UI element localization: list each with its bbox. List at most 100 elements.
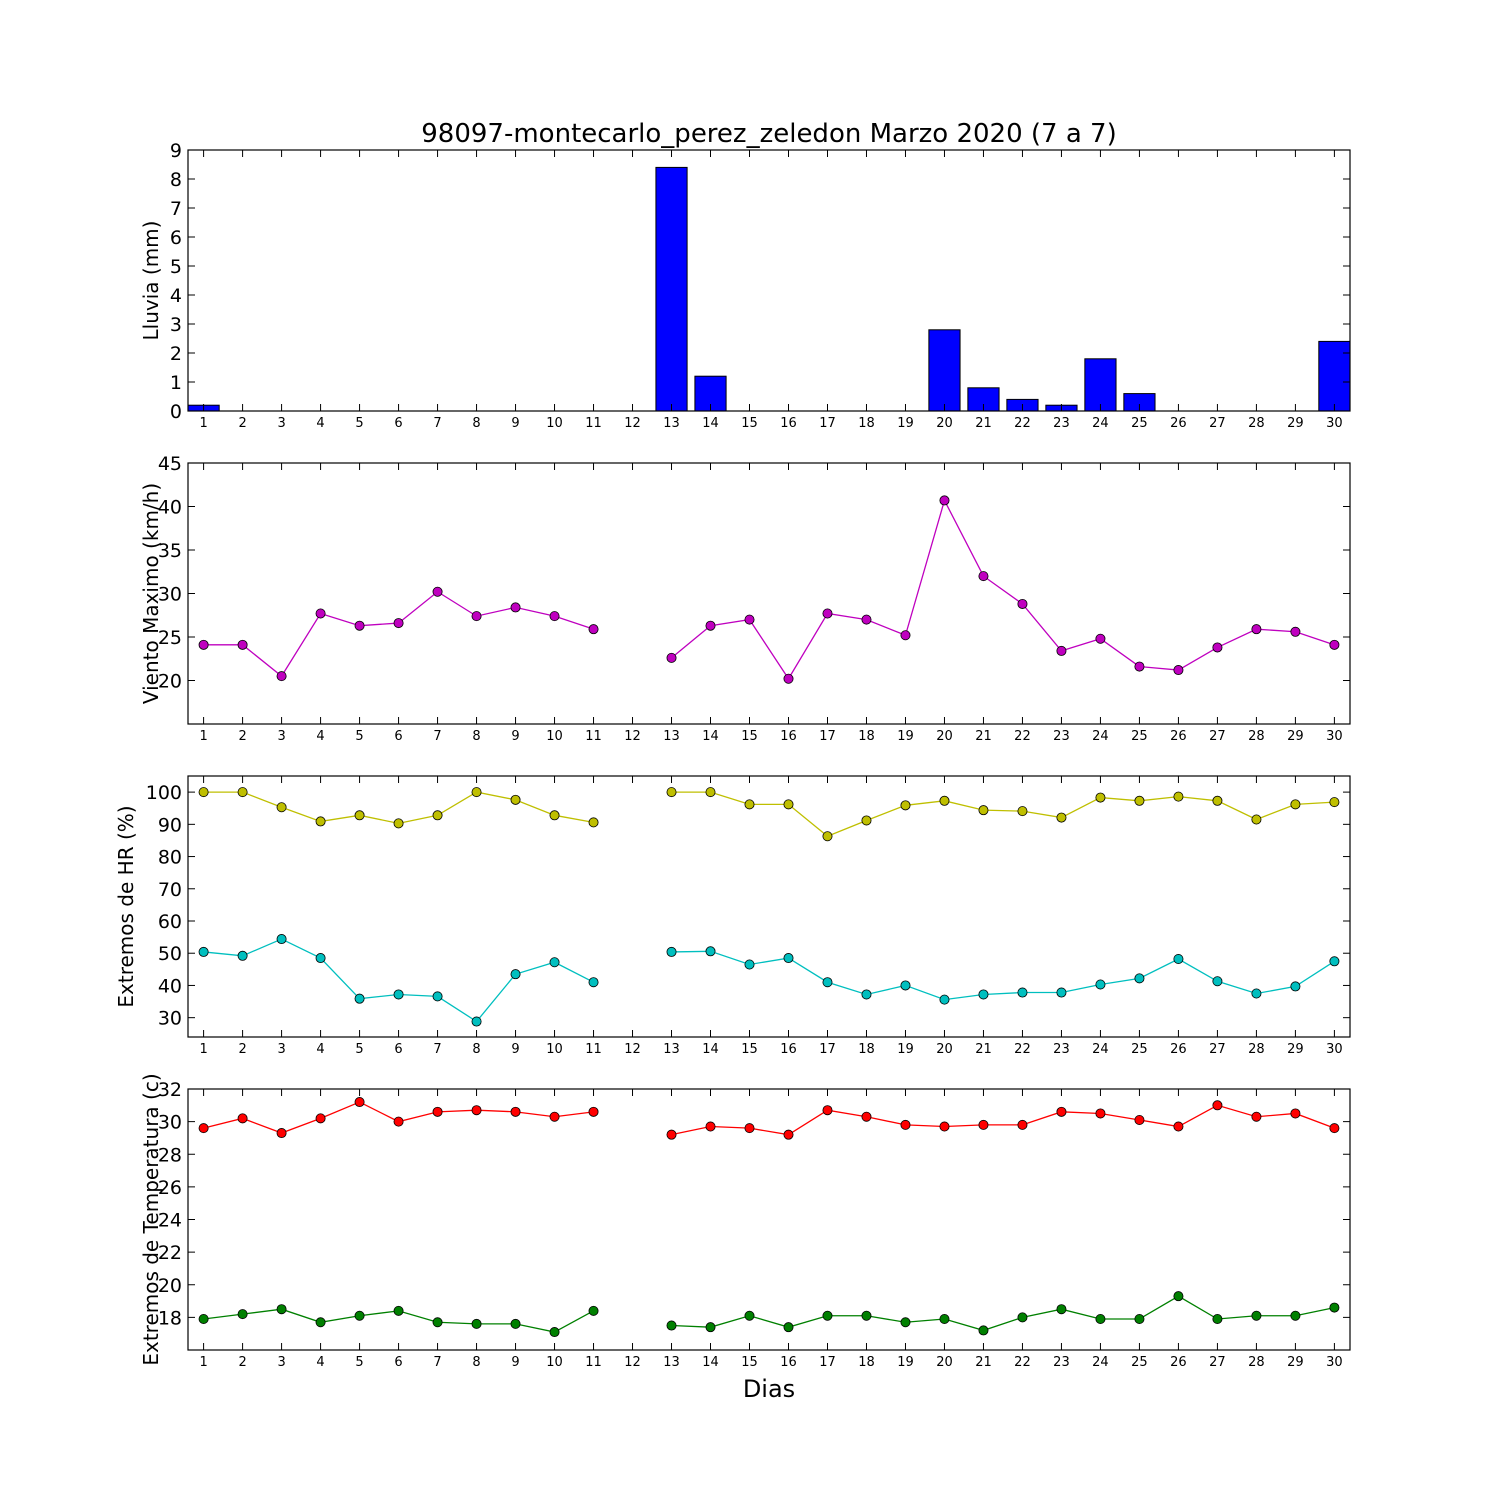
x-tick-label: 26 xyxy=(1170,416,1187,431)
y-tick-label: 30 xyxy=(158,1008,182,1030)
x-tick-label: 28 xyxy=(1248,1355,1265,1370)
point-s1-day-22 xyxy=(1017,1119,1028,1130)
point-s2-day-13 xyxy=(666,946,677,957)
point-s1-day-24 xyxy=(1095,1108,1106,1119)
point-s1-day-6 xyxy=(393,818,404,829)
point-s2-day-8 xyxy=(471,1016,482,1027)
x-tick-label: 10 xyxy=(546,1355,563,1370)
point-s2-day-26 xyxy=(1173,1291,1184,1302)
point-s2-day-17 xyxy=(822,1310,833,1321)
x-tick-label: 4 xyxy=(316,1355,324,1370)
x-tick-label: 21 xyxy=(975,729,992,744)
point-s1-day-14 xyxy=(705,620,716,631)
point-s1-day-23 xyxy=(1056,812,1067,823)
x-tick-label: 27 xyxy=(1209,1355,1226,1370)
point-s2-day-23 xyxy=(1056,1304,1067,1315)
point-s2-day-11 xyxy=(588,1305,599,1316)
point-s2-day-18 xyxy=(861,1310,872,1321)
x-tick-label: 11 xyxy=(585,416,602,431)
point-s1-day-13 xyxy=(666,1129,677,1140)
x-tick-label: 20 xyxy=(936,1042,953,1057)
x-tick-label: 22 xyxy=(1014,729,1031,744)
axes-frame xyxy=(187,775,1351,1038)
y-tick-label: 28 xyxy=(158,1144,182,1166)
x-tick-label: 23 xyxy=(1053,1042,1070,1057)
point-s1-day-10 xyxy=(549,810,560,821)
x-tick-label: 2 xyxy=(238,1042,246,1057)
x-tick-label: 24 xyxy=(1092,729,1109,744)
point-s2-day-3 xyxy=(276,1304,287,1315)
x-tick-label: 1 xyxy=(199,1355,207,1370)
point-s2-day-25 xyxy=(1134,1314,1145,1325)
point-s2-day-27 xyxy=(1212,1314,1223,1325)
x-tick-label: 10 xyxy=(546,416,563,431)
y-tick-label: 25 xyxy=(158,627,182,649)
x-tick-label: 28 xyxy=(1248,729,1265,744)
point-s1-day-15 xyxy=(744,614,755,625)
point-s2-day-9 xyxy=(510,969,521,980)
point-s1-day-18 xyxy=(861,815,872,826)
point-s1-day-10 xyxy=(549,611,560,622)
y-tick-label: 7 xyxy=(170,198,182,220)
point-s2-day-19 xyxy=(900,980,911,991)
x-tick-label: 18 xyxy=(858,1042,875,1057)
x-tick-label: 14 xyxy=(702,1042,719,1057)
point-s2-day-6 xyxy=(393,989,404,1000)
x-tick-label: 4 xyxy=(316,1042,324,1057)
x-tick-label: 16 xyxy=(780,729,797,744)
point-s1-day-14 xyxy=(705,1121,716,1132)
x-tick-label: 17 xyxy=(819,1042,836,1057)
point-s1-day-24 xyxy=(1095,633,1106,644)
x-tick-label: 24 xyxy=(1092,416,1109,431)
y-tick-label: 5 xyxy=(170,256,182,278)
point-s1-day-24 xyxy=(1095,792,1106,803)
y-tick-label: 100 xyxy=(146,782,182,804)
y-tick-label: 40 xyxy=(158,497,182,519)
point-s2-day-3 xyxy=(276,934,287,945)
x-tick-label: 29 xyxy=(1287,1042,1304,1057)
point-s2-day-1 xyxy=(198,946,209,957)
point-s1-day-19 xyxy=(900,800,911,811)
x-tick-label: 30 xyxy=(1326,416,1343,431)
point-s1-day-4 xyxy=(315,816,326,827)
y-tick-label: 32 xyxy=(158,1079,182,1101)
point-s1-day-10 xyxy=(549,1111,560,1122)
y-tick-label: 20 xyxy=(158,1275,182,1297)
point-s1-day-27 xyxy=(1212,795,1223,806)
x-tick-label: 15 xyxy=(741,1355,758,1370)
x-tick-label: 5 xyxy=(355,416,363,431)
point-s2-day-23 xyxy=(1056,987,1067,998)
point-s1-day-17 xyxy=(822,831,833,842)
point-s2-day-22 xyxy=(1017,1312,1028,1323)
point-s2-day-14 xyxy=(705,946,716,957)
point-s1-day-5 xyxy=(354,620,365,631)
point-s1-day-7 xyxy=(432,810,443,821)
point-s2-day-22 xyxy=(1017,987,1028,998)
point-s1-day-21 xyxy=(978,805,989,816)
point-s1-day-11 xyxy=(588,624,599,635)
point-s1-day-28 xyxy=(1251,814,1262,825)
x-tick-label: 2 xyxy=(238,1355,246,1370)
x-tick-label: 27 xyxy=(1209,729,1226,744)
point-s2-day-14 xyxy=(705,1322,716,1333)
x-tick-label: 8 xyxy=(472,1042,480,1057)
y-tick-label: 30 xyxy=(158,1112,182,1134)
point-s1-day-26 xyxy=(1173,665,1184,676)
x-tick-label: 7 xyxy=(433,416,441,431)
y-tick-label: 35 xyxy=(158,540,182,562)
y-tick-label: 40 xyxy=(158,975,182,997)
x-tick-label: 21 xyxy=(975,1042,992,1057)
point-s2-day-10 xyxy=(549,1327,560,1338)
point-s2-day-20 xyxy=(939,994,950,1005)
point-s1-day-29 xyxy=(1290,626,1301,637)
point-s1-day-5 xyxy=(354,1097,365,1108)
x-tick-label: 10 xyxy=(546,729,563,744)
point-s1-day-27 xyxy=(1212,1100,1223,1111)
point-s1-day-13 xyxy=(666,652,677,663)
point-s1-day-4 xyxy=(315,1113,326,1124)
bar-day-30 xyxy=(1318,340,1351,412)
x-tick-label: 11 xyxy=(585,1042,602,1057)
point-s1-day-22 xyxy=(1017,598,1028,609)
